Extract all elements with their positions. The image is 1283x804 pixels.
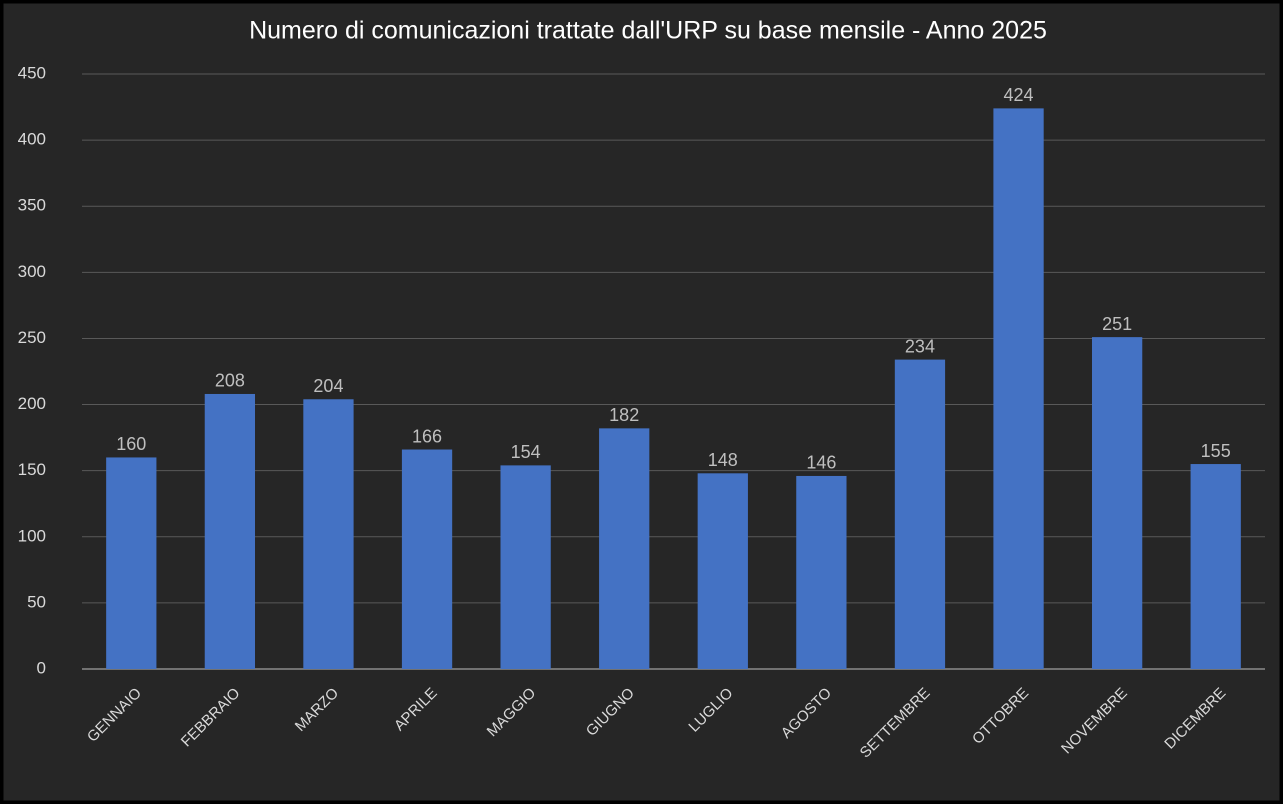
y-tick-label: 250 <box>18 328 46 347</box>
data-label: 182 <box>609 405 639 425</box>
bar <box>1190 464 1241 669</box>
bar <box>1091 337 1143 669</box>
bar <box>500 465 551 669</box>
data-label: 234 <box>905 336 935 356</box>
bar <box>697 473 748 669</box>
data-label: 166 <box>412 426 442 446</box>
data-label: 424 <box>1004 85 1034 105</box>
bar <box>303 399 354 669</box>
y-tick-label: 50 <box>27 592 46 611</box>
bar <box>894 359 946 669</box>
bar <box>106 457 157 669</box>
y-tick-label: 400 <box>18 130 46 149</box>
data-label: 154 <box>511 442 541 462</box>
data-label: 155 <box>1201 441 1231 461</box>
data-label: 148 <box>708 450 738 470</box>
bar <box>599 428 650 669</box>
y-tick-label: 0 <box>37 658 46 677</box>
bar <box>401 449 453 669</box>
chart-title: Numero di comunicazioni trattate dall'UR… <box>249 17 1047 45</box>
bar <box>796 475 847 669</box>
data-label: 251 <box>1102 314 1132 334</box>
data-label: 160 <box>116 434 146 454</box>
bar <box>204 393 256 669</box>
data-label: 146 <box>806 453 836 473</box>
y-tick-label: 450 <box>18 63 46 82</box>
y-tick-label: 150 <box>18 460 46 479</box>
y-tick-label: 200 <box>18 394 46 413</box>
data-label: 208 <box>215 371 245 391</box>
y-tick-label: 100 <box>18 526 46 545</box>
y-tick-label: 300 <box>18 262 46 281</box>
bar <box>993 108 1044 669</box>
data-label: 204 <box>313 376 343 396</box>
y-tick-label: 350 <box>18 196 46 215</box>
